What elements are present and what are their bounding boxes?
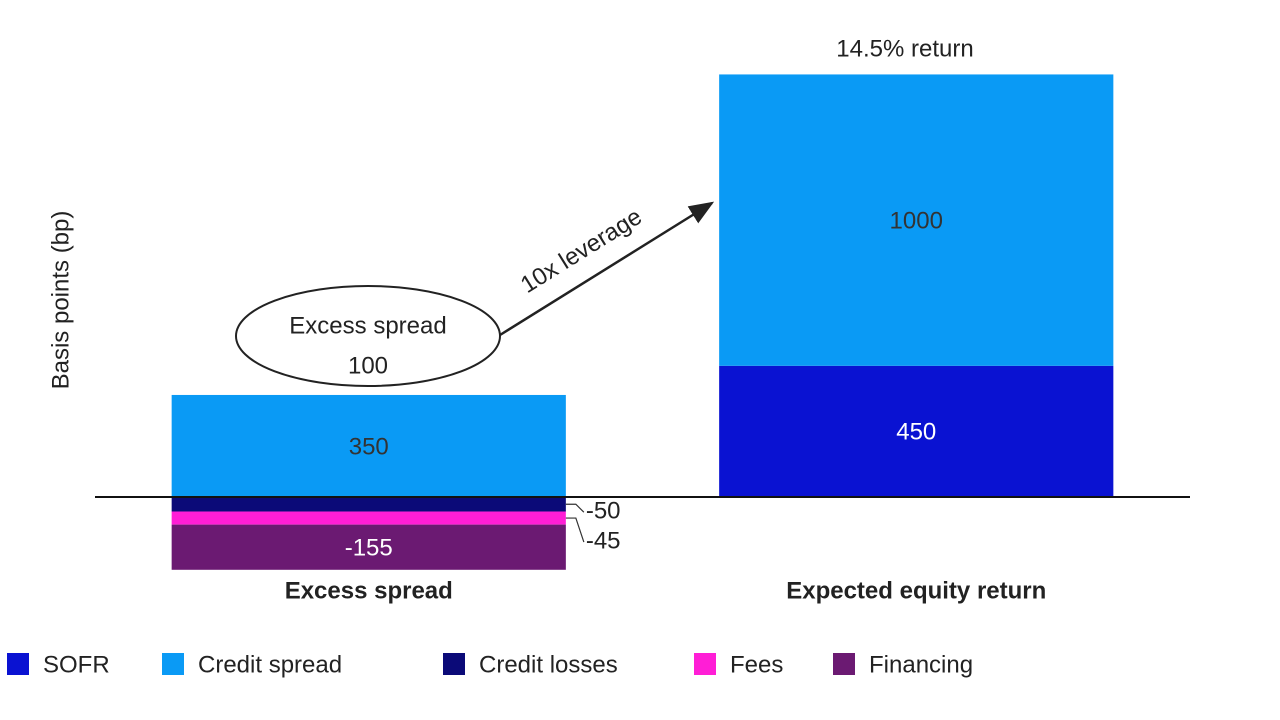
y-axis-label: Basis points (bp) (47, 211, 74, 390)
legend-swatch (7, 653, 29, 675)
legend-label: Fees (730, 651, 783, 678)
bar-segment (171, 524, 566, 570)
legend-label: Credit losses (479, 651, 618, 678)
legend-swatch (694, 653, 716, 675)
legend-swatch (162, 653, 184, 675)
legend-swatch (443, 653, 465, 675)
bubble-title: Excess spread (289, 312, 446, 339)
bubble-value: 100 (348, 352, 388, 379)
data-label: -45 (586, 527, 621, 554)
legend-label: Credit spread (198, 651, 342, 678)
leverage-arrow (499, 201, 715, 337)
legend-swatch (833, 653, 855, 675)
bar-segment (171, 394, 566, 497)
bar-segment (719, 365, 1114, 497)
data-label: 1000 (890, 207, 943, 234)
label-leader (565, 517, 585, 543)
data-label: -50 (586, 498, 621, 525)
label-leader (565, 503, 585, 513)
data-label: 450 (896, 419, 936, 446)
data-label: -155 (345, 535, 393, 562)
legend-label: SOFR (43, 651, 110, 678)
total-label: 14.5% return (836, 35, 973, 62)
bar-segment (719, 74, 1114, 366)
bar-segment (171, 511, 566, 525)
bar-segment (171, 496, 566, 512)
annotation-bubble (235, 285, 501, 387)
legend-label: Financing (869, 651, 973, 678)
x-tick-label: Expected equity return (786, 577, 1046, 604)
data-label: 350 (349, 433, 389, 460)
x-tick-label: Excess spread (285, 577, 453, 604)
